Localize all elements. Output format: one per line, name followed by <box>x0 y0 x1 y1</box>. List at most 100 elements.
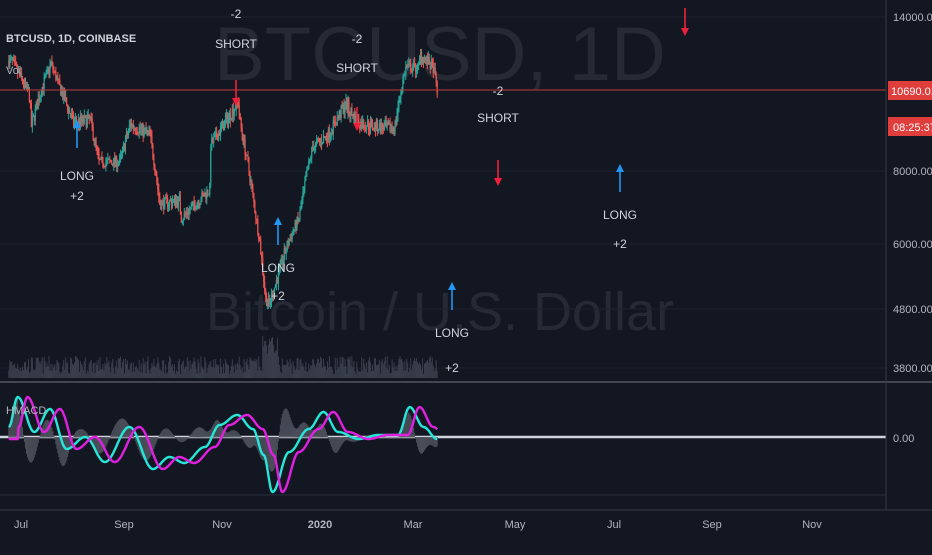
price-axis[interactable]: 14000.00 8000.00 6000.00 4800.00 3800.00… <box>885 0 932 510</box>
volume-bar <box>30 357 32 378</box>
volume-bar <box>401 358 403 378</box>
candle-body <box>43 77 45 89</box>
signal-short-3: -2 SHORT <box>336 32 379 131</box>
time-tick-may: May <box>505 519 526 531</box>
hmacd-histogram-bar <box>408 412 410 438</box>
candle-body <box>273 287 276 295</box>
volume-bar <box>354 370 356 378</box>
hmacd-histogram-bar <box>168 429 170 438</box>
volume-bar <box>224 359 226 378</box>
hmacd-histogram-bar <box>104 437 106 449</box>
hmacd-histogram-bar <box>420 437 422 454</box>
symbol-title[interactable]: BTCUSD, 1D, COINBASE <box>6 33 136 45</box>
candle-body <box>29 101 31 105</box>
candle-body <box>78 119 81 126</box>
candle-body <box>34 108 36 121</box>
hmacd-histogram-bar <box>286 409 288 438</box>
volume-bar <box>338 366 340 378</box>
hmacd-histogram-bar <box>228 431 230 438</box>
volume-bar <box>136 368 138 378</box>
candle-body <box>403 75 405 80</box>
signal-label-line2: +2 <box>613 237 627 251</box>
hmacd-histogram-bar <box>266 437 268 463</box>
hmacd-histogram-bar <box>75 431 77 438</box>
candle-body <box>230 119 232 121</box>
volume-bar <box>63 360 65 378</box>
signal-arrow-head <box>616 164 624 172</box>
hmacd-histogram-bar <box>8 426 10 438</box>
candle-body <box>106 159 108 163</box>
hmacd-histogram-bar <box>287 411 289 438</box>
candle-body <box>368 128 371 130</box>
volume-legend[interactable]: Vol <box>6 65 21 77</box>
volume-bar <box>420 364 422 378</box>
volume-bar <box>209 362 211 378</box>
indicator-legend[interactable]: HMACD <box>6 405 46 417</box>
hmacd-histogram-bar <box>204 430 206 438</box>
candle-body <box>379 123 381 133</box>
volume-bar <box>422 373 424 378</box>
hmacd-histogram-bar <box>48 421 50 438</box>
volume-bar <box>318 359 320 378</box>
hmacd-histogram-bar <box>200 427 202 438</box>
signal-long-6: LONG +2 <box>603 164 637 251</box>
volume-bar <box>371 371 373 378</box>
hmacd-histogram-bar <box>173 436 175 438</box>
hmacd-histogram-bar <box>106 437 108 445</box>
candle-body <box>194 204 196 210</box>
candle-body <box>366 126 368 130</box>
candle-body <box>168 200 171 205</box>
volume-bar <box>11 361 13 378</box>
candle-body <box>223 121 226 131</box>
volume-bar <box>16 368 18 378</box>
candle-body <box>289 238 291 241</box>
volume-bar <box>239 364 241 378</box>
candle-body <box>355 114 357 124</box>
volume-bar <box>225 362 227 378</box>
hmacd-histogram-bar <box>397 437 399 438</box>
candle-body <box>14 59 16 62</box>
volume-bar <box>165 364 167 378</box>
candle-body <box>119 154 122 158</box>
signal-arrow-head <box>274 217 282 225</box>
candle-body <box>172 199 175 202</box>
hmacd-histogram-bar <box>63 437 65 467</box>
volume-bar <box>119 358 121 378</box>
candle-body <box>204 192 206 197</box>
volume-bar <box>235 369 237 378</box>
candle-body <box>296 217 298 230</box>
volume-bar <box>335 370 337 378</box>
candle-body <box>219 126 222 136</box>
candle-body <box>72 114 75 125</box>
hmacd-histogram-bar <box>285 408 287 438</box>
hmacd-histogram-bar <box>421 437 423 454</box>
time-axis[interactable]: Jul Sep Nov 2020 Mar May Jul Sep Nov <box>0 509 932 531</box>
candle-body <box>47 68 49 70</box>
candle-body <box>285 250 287 254</box>
volume-bar <box>327 367 329 378</box>
volume-bar <box>73 365 75 378</box>
hmacd-histogram-bar <box>169 430 171 438</box>
hmacd-histogram-bar <box>292 425 294 438</box>
hmacd-pane[interactable] <box>0 395 886 494</box>
candle-body <box>252 187 254 194</box>
candle-body <box>15 61 17 64</box>
candle-body <box>134 127 136 132</box>
price-tick-8000: 8000.00 <box>893 166 932 178</box>
volume-bar <box>60 373 62 378</box>
candle-body <box>398 97 400 108</box>
candle-body <box>246 154 248 156</box>
hmacd-histogram-bar <box>281 414 283 438</box>
volume-bar <box>123 359 125 378</box>
candle-body <box>241 127 243 135</box>
volume-bar <box>236 362 238 378</box>
hmacd-histogram-bar <box>340 437 342 446</box>
candle-body <box>419 52 422 59</box>
candle-body <box>272 294 275 299</box>
hmacd-histogram-bar <box>18 410 20 438</box>
volume-bar <box>148 370 150 378</box>
hmacd-histogram-bar <box>220 423 222 438</box>
signal-label-line1: -2 <box>231 7 242 21</box>
volume-bar <box>317 358 319 378</box>
